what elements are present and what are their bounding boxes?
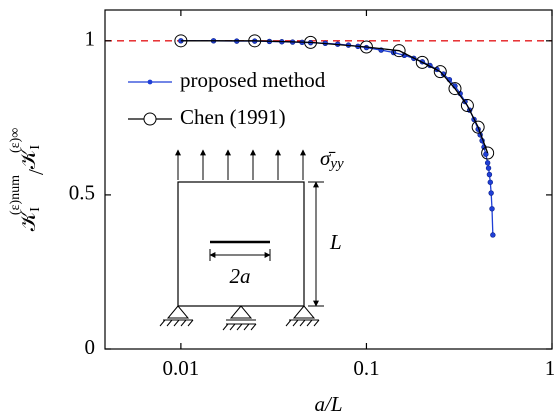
data-point [489,206,495,212]
data-point [433,65,447,79]
y-tick-label: 1 [85,27,96,51]
x-tick-label: 1 [545,356,556,380]
legend-marker [147,79,153,85]
y-tick-label: 0 [85,335,96,359]
x-axis-label: a/L [314,392,342,416]
data-point [471,120,485,134]
series-line [180,40,489,154]
y-tick-label: 0.5 [69,181,95,205]
data-point [484,160,491,166]
data-point [248,34,262,48]
data-point [392,44,406,58]
y-axis-label-part: / [24,169,48,175]
data-point [488,190,494,196]
inset-diagram: σ̄yy L 2a [159,146,344,331]
data-point [481,146,495,160]
x-tick-label: 0.1 [353,356,379,380]
data-point [448,82,462,96]
y-axis-label-part: 𝒦 [16,209,40,231]
data-point [485,165,492,171]
data-point [487,179,493,185]
legend-label: proposed method [180,68,326,92]
data-point [174,34,188,48]
legend-label: Chen (1991) [180,105,286,129]
y-axis-label-part: I [28,145,43,150]
load-subscript: yy [328,156,344,172]
data-point [304,35,318,49]
crack-label: 2a [230,264,251,288]
y-axis-label-part: (ε)num [8,175,23,215]
y-axis-label-part: (ε)∞ [8,128,23,153]
data-point [486,171,493,178]
y-axis-label: 𝒦I(ε)num/𝒦I(ε)∞ [8,128,48,232]
y-axis-label-part: 𝒦 [16,147,40,169]
data-point [490,232,496,238]
data-point [415,55,429,69]
height-label: L [329,230,342,254]
data-point [359,40,373,54]
x-tick-label: 0.01 [163,356,200,380]
data-point [460,99,474,113]
legend-marker [143,112,157,126]
load-label: σ̄yy [320,146,344,173]
plot-frame [104,9,553,350]
y-axis-label-part: I [28,207,43,212]
